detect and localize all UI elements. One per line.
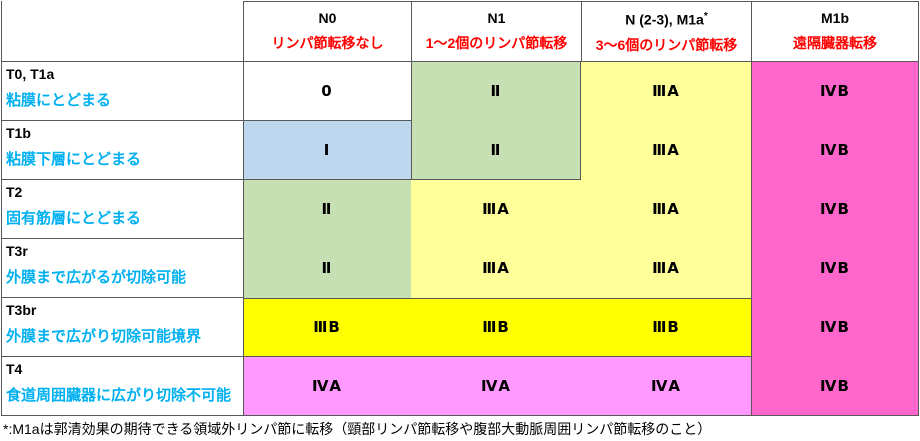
stage-cell: ⅣA: [650, 377, 682, 395]
row-desc: 食道周囲臓器に広がり切除不可能: [6, 386, 232, 404]
column-desc: 遠隔臓器転移: [793, 35, 877, 52]
stage-cell: ⅣA: [311, 377, 343, 395]
column-code: M1b: [821, 10, 849, 26]
region-stage-ii-n0: [243, 180, 411, 298]
asterisk-marker: *: [703, 11, 708, 22]
row-desc: 固有筋層にとどまる: [6, 209, 142, 227]
stage-cell: 0: [321, 82, 333, 100]
stage-cell: ⅢA: [652, 141, 680, 159]
column-code: N (2-3), M1a*: [625, 11, 708, 28]
row-desc: 粘膜にとどまる: [6, 91, 112, 109]
region-stage-ivb: [751, 62, 919, 416]
stage-cell: ⅢA: [482, 259, 510, 277]
column-header-n23-m1a: N (2-3), M1a* 3～6個のリンパ節転移: [581, 1, 751, 62]
row-code: T1b: [6, 125, 31, 141]
stage-cell: ⅢA: [652, 82, 680, 100]
stage-cell: ⅢA: [652, 259, 680, 277]
row-header-t2: T2 固有筋層にとどまる: [1, 180, 243, 239]
stage-cell: ⅣB: [820, 82, 850, 100]
stage-cell: ⅣB: [820, 200, 850, 218]
stage-cell: ⅣB: [820, 259, 850, 277]
row-header-t1b: T1b 粘膜下層にとどまる: [1, 121, 243, 180]
region-stage-iiia-n1: [411, 180, 581, 298]
region-stage-iiib: [243, 298, 751, 357]
stage-cell: Ⅱ: [321, 200, 333, 218]
stage-cell: ⅣB: [820, 318, 850, 336]
column-desc: 3～6個のリンパ節転移: [595, 37, 738, 54]
region-stage-i: [243, 121, 411, 180]
stage-cell: Ⅱ: [321, 259, 333, 277]
region-stage-iiia-n23: [581, 62, 751, 298]
stage-cell: ⅢB: [482, 318, 510, 336]
stage-cell: Ⅱ: [490, 82, 502, 100]
column-header-m1b: M1b 遠隔臓器転移: [751, 1, 919, 62]
row-desc: 外膜まで広がるが切除可能: [6, 268, 187, 286]
column-code: N1: [487, 10, 506, 26]
stage-cell: ⅢB: [313, 318, 341, 336]
footnote: *:M1aは郭清効果の期待できる領域外リンパ節に転移（頸部リンパ節転移や腹部大動…: [3, 421, 712, 437]
row-code: T3br: [6, 302, 37, 318]
stage-cell: ⅢA: [482, 200, 510, 218]
row-header-t0-t1a: T0, T1a 粘膜にとどまる: [1, 62, 243, 121]
row-code: T0, T1a: [6, 66, 55, 82]
stage-cell: ⅣB: [820, 141, 850, 159]
column-header-n0: N0 リンパ節転移なし: [243, 1, 411, 62]
row-desc: 外膜まで広がり切除可能境界: [6, 327, 202, 345]
stage-cell: ⅢB: [652, 318, 680, 336]
staging-table: N0 リンパ節転移なし N1 1～2個のリンパ節転移 N (2-3), M1a*…: [1, 1, 919, 416]
row-header-t4: T4 食道周囲臓器に広がり切除不可能: [1, 357, 243, 416]
row-code: T3r: [6, 243, 28, 259]
stage-cell: Ⅱ: [490, 141, 502, 159]
stage-cell: ⅢA: [652, 200, 680, 218]
column-header-corner: [1, 1, 243, 62]
column-desc: 1～2個のリンパ節転移: [425, 35, 568, 52]
column-header-n1: N1 1～2個のリンパ節転移: [411, 1, 581, 62]
region-stage-ii-n1: [411, 62, 581, 180]
region-stage-iva: [243, 357, 751, 416]
row-code: T2: [6, 184, 23, 200]
row-desc: 粘膜下層にとどまる: [6, 150, 142, 168]
column-desc: リンパ節転移なし: [271, 35, 384, 52]
stage-cell: ⅣB: [820, 377, 850, 395]
stage-cell: Ⅰ: [323, 141, 331, 159]
row-header-t3r: T3r 外膜まで広がるが切除可能: [1, 239, 243, 298]
stage-cell: ⅣA: [480, 377, 512, 395]
row-code: T4: [6, 361, 23, 377]
region-stage-0: [243, 62, 411, 121]
row-header-t3br: T3br 外膜まで広がり切除可能境界: [1, 298, 243, 357]
column-code: N0: [318, 10, 337, 26]
